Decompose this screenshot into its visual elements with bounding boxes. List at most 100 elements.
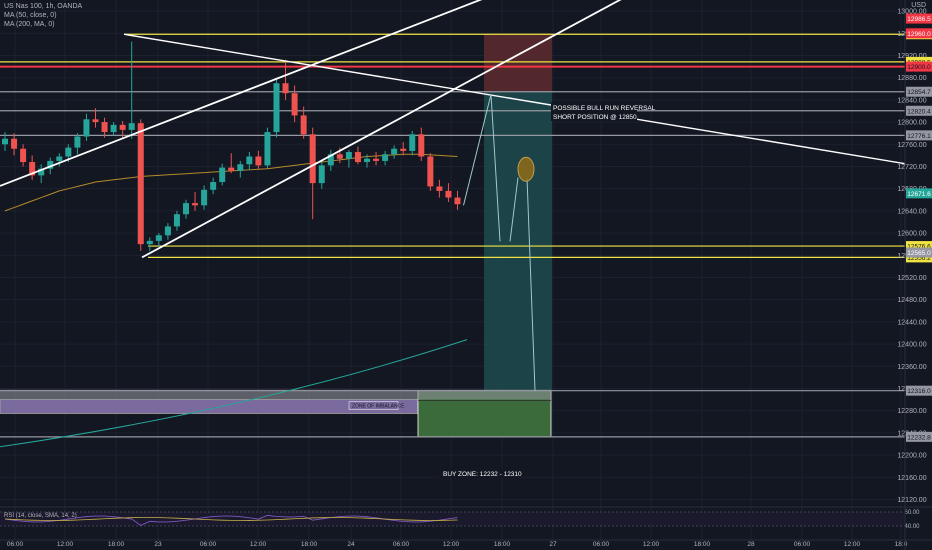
chart-legend: US Nas 100, 1h, OANDA MA (50, close, 0) … — [4, 2, 82, 29]
price-tick-label: 12840.00 — [897, 97, 926, 104]
time-tick-label: 12:00 — [643, 541, 660, 548]
price-tag — [906, 28, 932, 39]
candle-body — [228, 167, 235, 171]
level-price-label: 12820.4 — [907, 108, 931, 115]
price-tick-label: 12640.00 — [897, 208, 926, 215]
price-tick-label: 12360.00 — [897, 364, 926, 371]
candle-body — [219, 167, 226, 183]
projection-target-arrow — [526, 177, 536, 391]
price-tick-label: 12800.00 — [897, 120, 926, 127]
candle-body — [354, 152, 361, 163]
candle-body — [436, 186, 443, 191]
candle-body — [2, 138, 8, 145]
price-tag-label: 12960.0 — [907, 31, 931, 38]
time-tick-label: 06:00 — [7, 541, 24, 548]
level-price-tag — [906, 241, 932, 252]
candle-body — [400, 148, 407, 151]
projection-down-arrow — [490, 94, 501, 242]
candle-body — [282, 83, 289, 94]
candle-body — [246, 156, 253, 165]
upper-trend-line — [0, 0, 483, 187]
candle-body — [300, 115, 307, 135]
drawing-zones — [0, 34, 552, 438]
price-tick-label: 12600.00 — [897, 231, 926, 238]
currency-label: USD — [911, 2, 926, 9]
symbol-title[interactable]: US Nas 100, 1h, OANDA — [4, 3, 83, 10]
candlestick-series — [2, 41, 461, 251]
price-tag — [906, 247, 932, 258]
price-tick-label: 12400.00 — [897, 342, 926, 349]
level-price-tag — [906, 385, 932, 396]
candle-body — [237, 164, 244, 171]
candle-body — [74, 136, 81, 148]
chart-grid — [0, 0, 905, 540]
projection-up-arrow — [463, 94, 492, 206]
price-tick-label: 12880.00 — [897, 75, 926, 82]
time-tick-label: 27 — [549, 541, 557, 548]
price-axis[interactable]: 13000.0012960.0012920.0012880.0012840.00… — [897, 9, 932, 504]
candle-body — [29, 162, 36, 176]
buy-zone-label: BUY ZONE: 12232 - 12310 — [443, 471, 522, 478]
candle-body — [255, 156, 262, 166]
time-tick-label: 12:00 — [57, 541, 74, 548]
trend-lines[interactable] — [0, 0, 906, 259]
candle-body — [128, 123, 135, 130]
price-tag — [906, 188, 932, 199]
price-tick-label: 12440.00 — [897, 319, 926, 326]
ma50-legend[interactable]: MA (50, close, 0) — [4, 12, 57, 19]
candle-body — [264, 132, 271, 166]
short-target-zone — [484, 91, 552, 391]
candle-body — [345, 152, 352, 159]
level-price-label: 12776.1 — [907, 133, 931, 140]
candle-body — [164, 226, 171, 236]
price-tick-label: 12280.00 — [897, 408, 926, 415]
reversal-note-line2: SHORT POSITION @ 12850 — [553, 114, 637, 121]
price-tick-label: 12920.00 — [897, 53, 926, 60]
time-tick-label: 12:00 — [443, 541, 460, 548]
horizontal-levels — [0, 33, 905, 438]
candle-body — [38, 168, 45, 176]
level-price-tag — [906, 431, 932, 442]
time-tick-label: 24 — [347, 541, 355, 548]
candle-body — [101, 122, 108, 133]
candle-body — [373, 158, 380, 161]
annotations: POSSIBLE BULL RUN REVERSAL SHORT POSITION… — [348, 94, 656, 478]
rsi-band — [0, 512, 905, 526]
time-axis[interactable]: 06:00 12:00 18:00 23 06:00 12:00 18:00 24 06:00 1… — [7, 541, 908, 548]
ma200-line — [0, 339, 468, 448]
candle-body — [47, 160, 54, 169]
level-price-label: 12900.0 — [907, 64, 931, 71]
descending-trend-line — [123, 33, 906, 165]
level-price-tag — [906, 105, 932, 116]
price-tick-label: 12480.00 — [897, 297, 926, 304]
time-tick-label: 06:00 — [393, 541, 410, 548]
candle-body — [364, 158, 370, 163]
candle-body — [201, 189, 208, 206]
imbalance-top-band — [0, 389, 551, 400]
level-price-label: 12854.7 — [907, 89, 931, 96]
candle-body — [146, 240, 153, 245]
candle-body — [92, 119, 99, 123]
time-tick-label: 12:00 — [250, 541, 267, 548]
imbalance-label: ZONE OF IMBALANCE — [352, 404, 405, 410]
rsi-legend[interactable]: RSI (14, close, SMA, 14, 2) — [4, 513, 77, 519]
candle-body — [409, 134, 416, 151]
candle-body — [155, 235, 162, 241]
candle-body — [454, 197, 461, 205]
rsi-tick-label: 40.00 — [904, 524, 920, 530]
time-tick-label: 18:00 — [694, 541, 711, 548]
rsi-tick-label: 60.00 — [904, 510, 920, 516]
candle-body — [382, 154, 389, 161]
level-price-tag — [906, 130, 932, 141]
buy-zone-label-bg — [438, 468, 518, 478]
level-price-label: 12316.0 — [907, 388, 931, 395]
candle-body — [336, 154, 343, 159]
ma200-legend[interactable]: MA (200, MA, 0) — [4, 21, 55, 28]
level-price-label: 12232.8 — [907, 434, 931, 441]
level-price-tag — [906, 61, 932, 72]
time-tick-label: 06:00 — [593, 541, 610, 548]
candle-body — [273, 83, 280, 133]
price-tick-label: 13000.00 — [897, 9, 926, 16]
